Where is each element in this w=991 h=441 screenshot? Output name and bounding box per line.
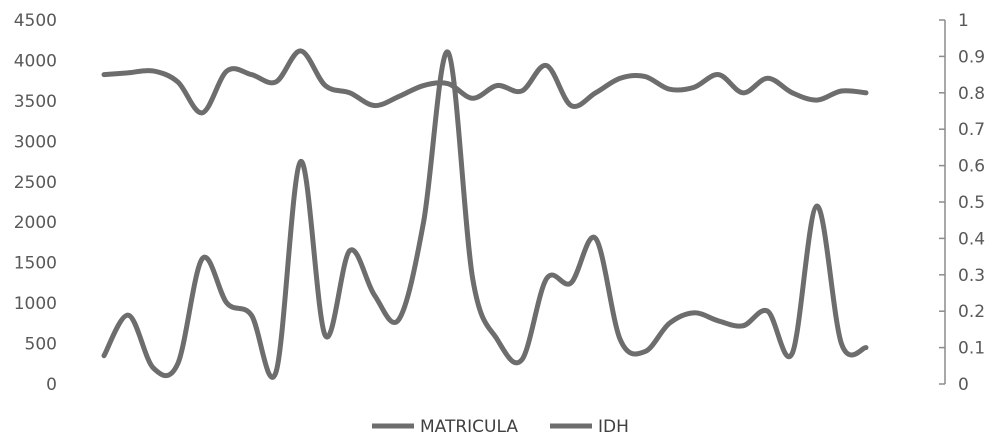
right-axis-tick-label: 0.7 — [958, 120, 985, 140]
right-axis-tick-label: 0.8 — [958, 84, 985, 104]
right-y-axis: 0 0.1 0.2 0.3 0.4 0.5 0.6 0.7 0.8 0.9 1 — [939, 11, 985, 395]
right-axis-tick-label: 0.4 — [958, 229, 985, 249]
right-axis-tick-label: 0.6 — [958, 157, 985, 177]
left-axis-tick-label: 3500 — [14, 92, 57, 112]
legend-label-idh: IDH — [598, 417, 629, 437]
legend: MATRICULA IDH — [372, 417, 629, 437]
legend-label-matricula: MATRICULA — [420, 417, 518, 437]
left-axis-tick-label: 2500 — [14, 173, 57, 193]
series-layer — [101, 48, 869, 380]
series-line-matricula — [101, 49, 869, 380]
series-line-idh — [101, 48, 869, 116]
left-axis-tick-label: 500 — [25, 335, 57, 355]
right-axis-tick-label: 0.3 — [958, 266, 985, 286]
right-axis-tick-label: 0 — [958, 375, 969, 395]
left-axis-tick-label: 0 — [46, 375, 57, 395]
left-axis-tick-label: 4500 — [14, 11, 57, 31]
left-axis-tick-label: 3000 — [14, 132, 57, 152]
left-axis-tick-label: 1500 — [14, 254, 57, 274]
right-axis-tick-label: 0.1 — [958, 339, 985, 359]
left-axis-tick-label: 2000 — [14, 213, 57, 233]
right-axis-tick-label: 1 — [958, 11, 969, 31]
right-axis-tick-label: 0.5 — [958, 193, 985, 213]
right-axis-tick-label: 0.2 — [958, 302, 985, 322]
left-axis-tick-label: 4000 — [14, 51, 57, 71]
left-axis-tick-label: 1000 — [14, 294, 57, 314]
left-y-axis: 0 500 1000 1500 2000 2500 3000 3500 4000 4500 — [14, 11, 57, 395]
right-axis-tick-label: 0.9 — [958, 47, 985, 67]
